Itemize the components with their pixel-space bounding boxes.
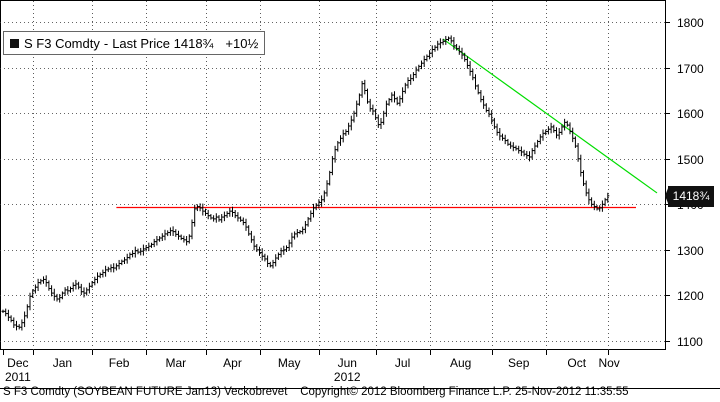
x-year-label: 2012 [334, 370, 361, 384]
legend-swatch [10, 38, 19, 48]
resistance-line [442, 38, 658, 194]
x-month-label: Mar [165, 356, 186, 370]
y-tick-label: 1800 [677, 16, 704, 30]
x-month-label: Feb [109, 356, 130, 370]
y-tick-label: 1700 [677, 62, 704, 76]
legend-last-value: 1418¾ [173, 35, 214, 51]
footer-copyright: Copyright© 2012 Bloomberg Finance L.P. 2… [300, 386, 629, 398]
legend-change: +10½ [225, 35, 259, 51]
legend: S F3 Comdty - Last Price 1418¾ +10½ [3, 31, 266, 55]
x-month-label: Nov [598, 356, 619, 370]
x-month-label: Apr [223, 356, 242, 370]
x-month-label: Jan [53, 356, 72, 370]
y-tick-label: 1300 [677, 244, 704, 258]
footer-security: S F3 Comdty (SOYBEAN FUTURE Jan13) Vecko… [3, 386, 288, 398]
plot-frame [0, 0, 666, 350]
x-month-label: Jun [338, 356, 357, 370]
x-month-label: Oct [567, 356, 586, 370]
x-year-label: 2011 [5, 370, 31, 384]
legend-ticker: S F3 Comdty [24, 35, 100, 51]
last-price-tag-label: 1418¾ [672, 189, 710, 204]
y-tick-label: 1100 [677, 335, 703, 349]
last-price-tag: 1418¾ [668, 185, 714, 207]
y-tick-label: 1200 [677, 289, 704, 303]
x-month-label: May [278, 356, 301, 370]
x-month-label: Dec [7, 356, 28, 370]
x-month-label: Sep [508, 356, 530, 370]
x-month-label: Aug [450, 356, 471, 370]
legend-field: Last Price [112, 35, 171, 51]
y-tick-label: 1600 [677, 107, 704, 121]
y-tick-label: 1500 [677, 153, 704, 167]
footer: S F3 Comdty (SOYBEAN FUTURE Jan13) Vecko… [3, 386, 717, 398]
x-month-label: Jul [395, 356, 410, 370]
